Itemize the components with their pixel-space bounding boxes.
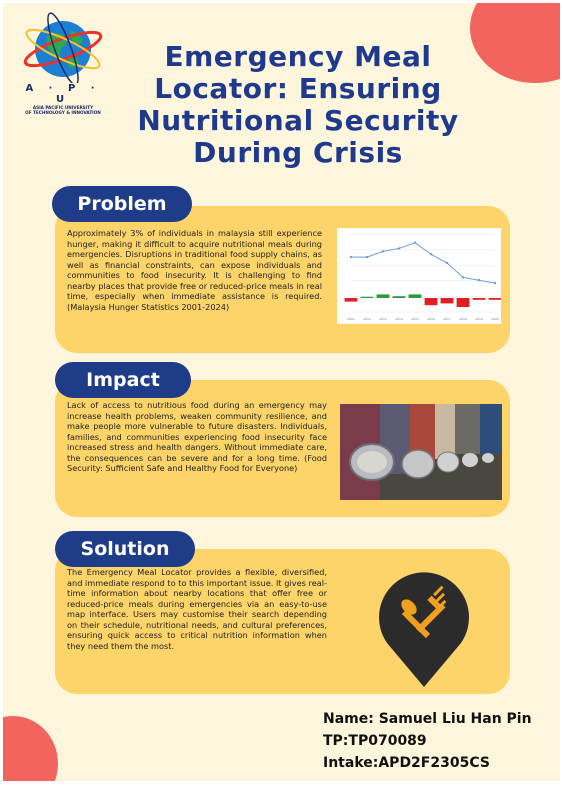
poster: A · P · U ASIA PACIFIC UNIVERSITY OF TEC… — [3, 3, 560, 781]
chart-bar — [488, 298, 502, 300]
chart-x-tick: 2018 — [459, 317, 467, 321]
chart-bar — [392, 296, 406, 298]
chart-point — [493, 281, 497, 285]
chart-point — [445, 261, 449, 265]
chart-point — [397, 247, 401, 250]
poster-title: Emergency Meal Locator: Ensuring Nutriti… — [98, 41, 498, 169]
apu-logo: A · P · U ASIA PACIFIC UNIVERSITY OF TEC… — [19, 11, 107, 115]
chart-bar — [440, 298, 454, 304]
chart-bar — [408, 294, 422, 298]
chart-x-tick: 2012 — [363, 317, 371, 321]
chart-x-tick: 2017 — [443, 317, 451, 321]
chart-x-tick: 2011 — [347, 317, 355, 321]
chart-point — [477, 279, 481, 282]
chart-bar — [376, 294, 390, 298]
chart-point — [349, 255, 353, 259]
impact-card: Lack of access to nutritious food during… — [55, 380, 510, 517]
title-line-2: Locator: Ensuring — [154, 72, 442, 105]
author-intake: Intake:APD2F2305CS — [323, 755, 490, 771]
chart-bar — [456, 298, 470, 307]
title-line-4: During Crisis — [193, 136, 403, 169]
title-line-1: Emergency Meal — [164, 40, 432, 73]
chart-x-tick: 2015 — [411, 317, 419, 321]
impact-text: Lack of access to nutritious food during… — [67, 400, 327, 473]
chart-x-tick: 2014 — [395, 317, 403, 321]
chart-bar — [424, 298, 438, 306]
logo-subtitle-2: OF TECHNOLOGY & INNOVATION — [25, 110, 101, 115]
hunger-chart: 2011 2012 2013 2014 2015 2016 2017 2018 2019 2020 — [337, 228, 502, 324]
chart-x-tick: 2016 — [427, 317, 435, 321]
chart-point — [461, 276, 465, 279]
solution-heading: Solution — [55, 531, 195, 567]
decorative-blob-bottom-left — [3, 716, 58, 781]
chart-point — [381, 250, 385, 253]
logo-letters: A · P · U — [25, 83, 101, 105]
solution-text: The Emergency Meal Locator provides a fl… — [67, 567, 327, 651]
chart-x-tick: 2020 — [491, 317, 499, 321]
chart-point — [429, 253, 433, 256]
impact-heading: Impact — [55, 362, 191, 398]
fork-knife-pin-icon — [379, 572, 469, 687]
problem-heading: Problem — [52, 186, 192, 222]
chart-x-tick: 2019 — [475, 317, 483, 321]
author-name: Name: Samuel Liu Han Pin — [323, 711, 532, 727]
food-queue-photo — [340, 404, 502, 500]
problem-card: Approximately 3% of individuals in malay… — [55, 206, 510, 353]
author-block: Name: Samuel Liu Han Pin TP:TP070089 Int… — [323, 708, 532, 774]
chart-series-line — [351, 242, 496, 284]
chart-point — [413, 241, 417, 244]
chart-bar — [344, 298, 358, 302]
problem-text: Approximately 3% of individuals in malay… — [67, 228, 322, 312]
chart-x-tick: 2013 — [379, 317, 387, 321]
chart-point — [365, 255, 369, 259]
chart-bar — [472, 298, 486, 300]
author-tp: TP:TP070089 — [323, 733, 427, 749]
globe-icon — [23, 12, 103, 86]
solution-card: The Emergency Meal Locator provides a fl… — [55, 549, 510, 694]
title-line-3: Nutritional Security — [137, 104, 459, 137]
logo-subtitle: ASIA PACIFIC UNIVERSITY — [32, 105, 94, 110]
chart-bar — [360, 296, 374, 298]
